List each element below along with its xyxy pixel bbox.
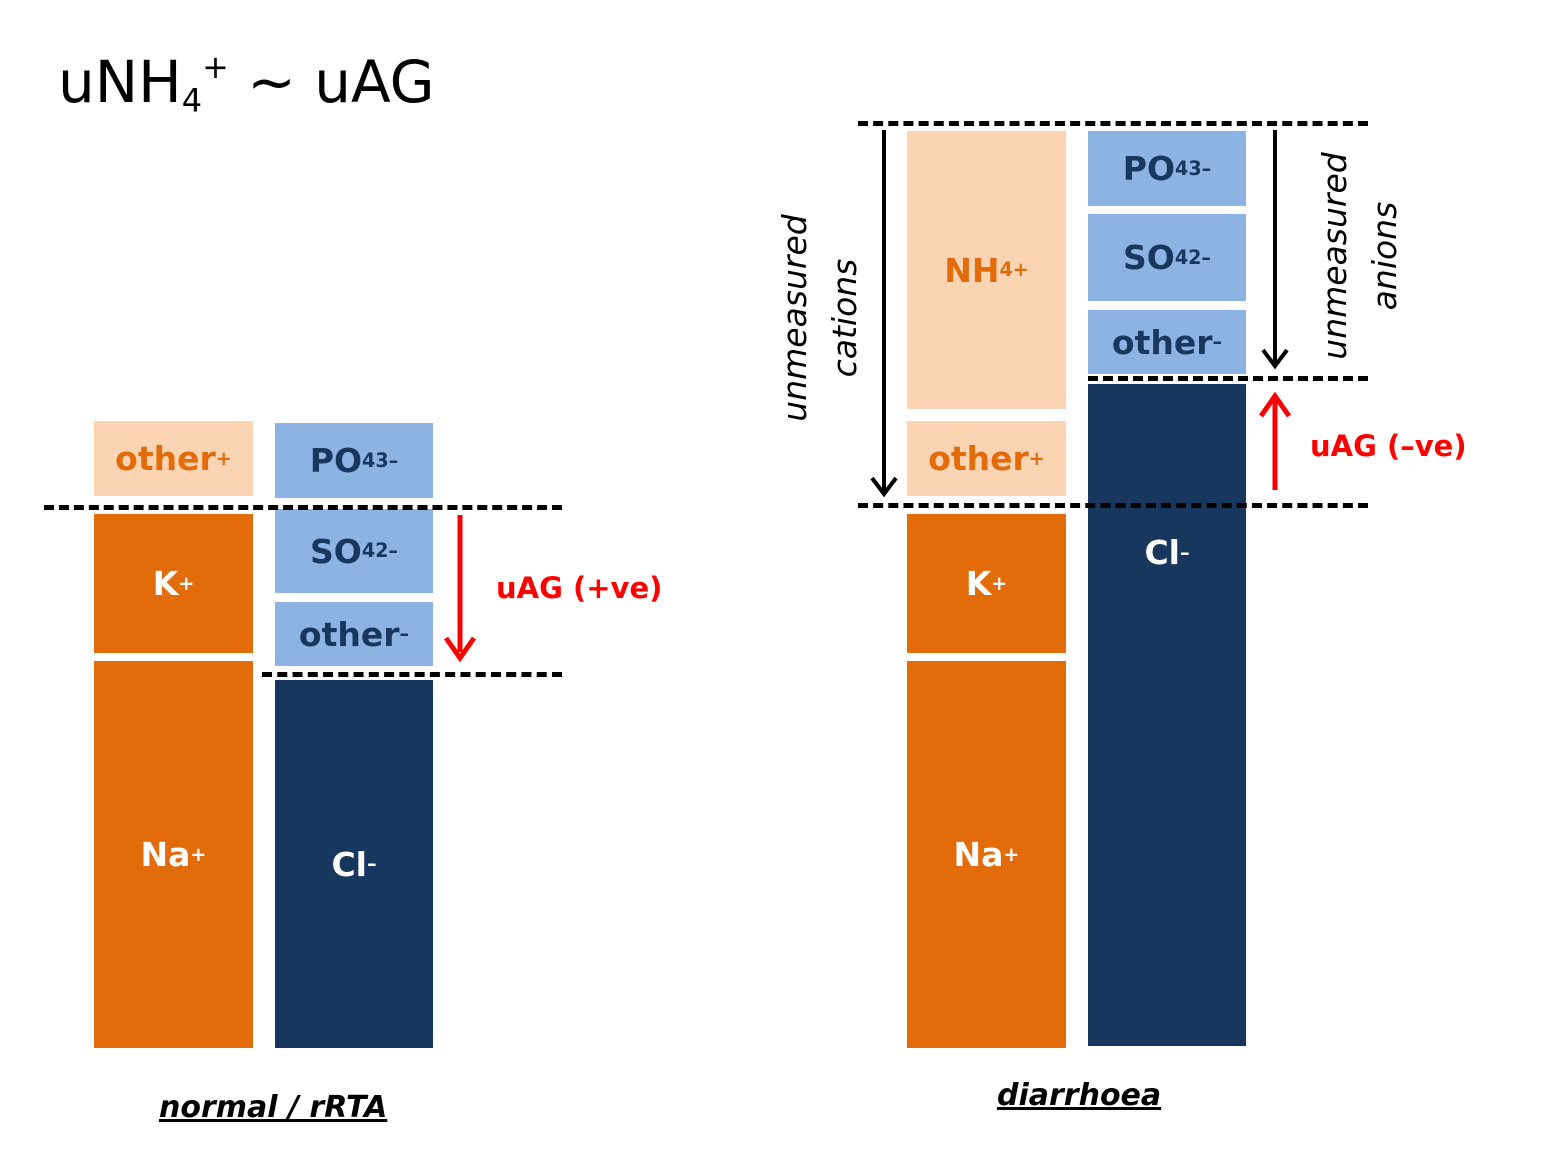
right-anion-cl: Cl – [1088,384,1246,1046]
left-measured-cation-line [44,505,562,510]
right-cation-k: K + [907,514,1066,653]
left-cation-k: K + [94,514,253,653]
right-cation-other: other + [907,421,1066,496]
right-measured-cation-line [858,503,1368,508]
right-top-line [858,121,1368,126]
right-anion-other: other – [1088,310,1246,374]
left-uag-arrow [443,515,477,663]
left-cation-na: Na + [94,661,253,1048]
left-caption: normal / rRTA [159,1090,388,1125]
right-caption: diarrhoea [997,1078,1162,1113]
left-measured-anion-line [262,672,562,677]
right-uag-arrow [1258,392,1292,490]
page-title: uNH4+ ~ uAG [58,48,435,120]
left-anion-other: other – [275,602,433,666]
unmeasured-anions-label: unmeasured anions [1315,152,1404,360]
right-measured-anion-line [1088,376,1368,381]
left-uag-label: uAG (+ve) [496,571,663,605]
right-uag-label: uAG (–ve) [1310,429,1467,463]
left-cation-other: other + [94,421,253,496]
left-anion-cl: Cl – [275,680,433,1048]
unmeasured-cations-label: unmeasured cations [775,214,864,422]
left-anion-so4: SO 4 2– [275,509,433,593]
unmeasured-anions-arrow [1261,130,1289,370]
right-cation-nh4: NH 4 + [907,131,1066,409]
right-anion-so4: SO 4 2– [1088,214,1246,301]
right-anion-po4: PO 4 3– [1088,131,1246,206]
right-cation-na: Na + [907,661,1066,1048]
left-anion-po4: PO 4 3– [275,423,433,498]
unmeasured-cations-arrow [870,130,898,498]
